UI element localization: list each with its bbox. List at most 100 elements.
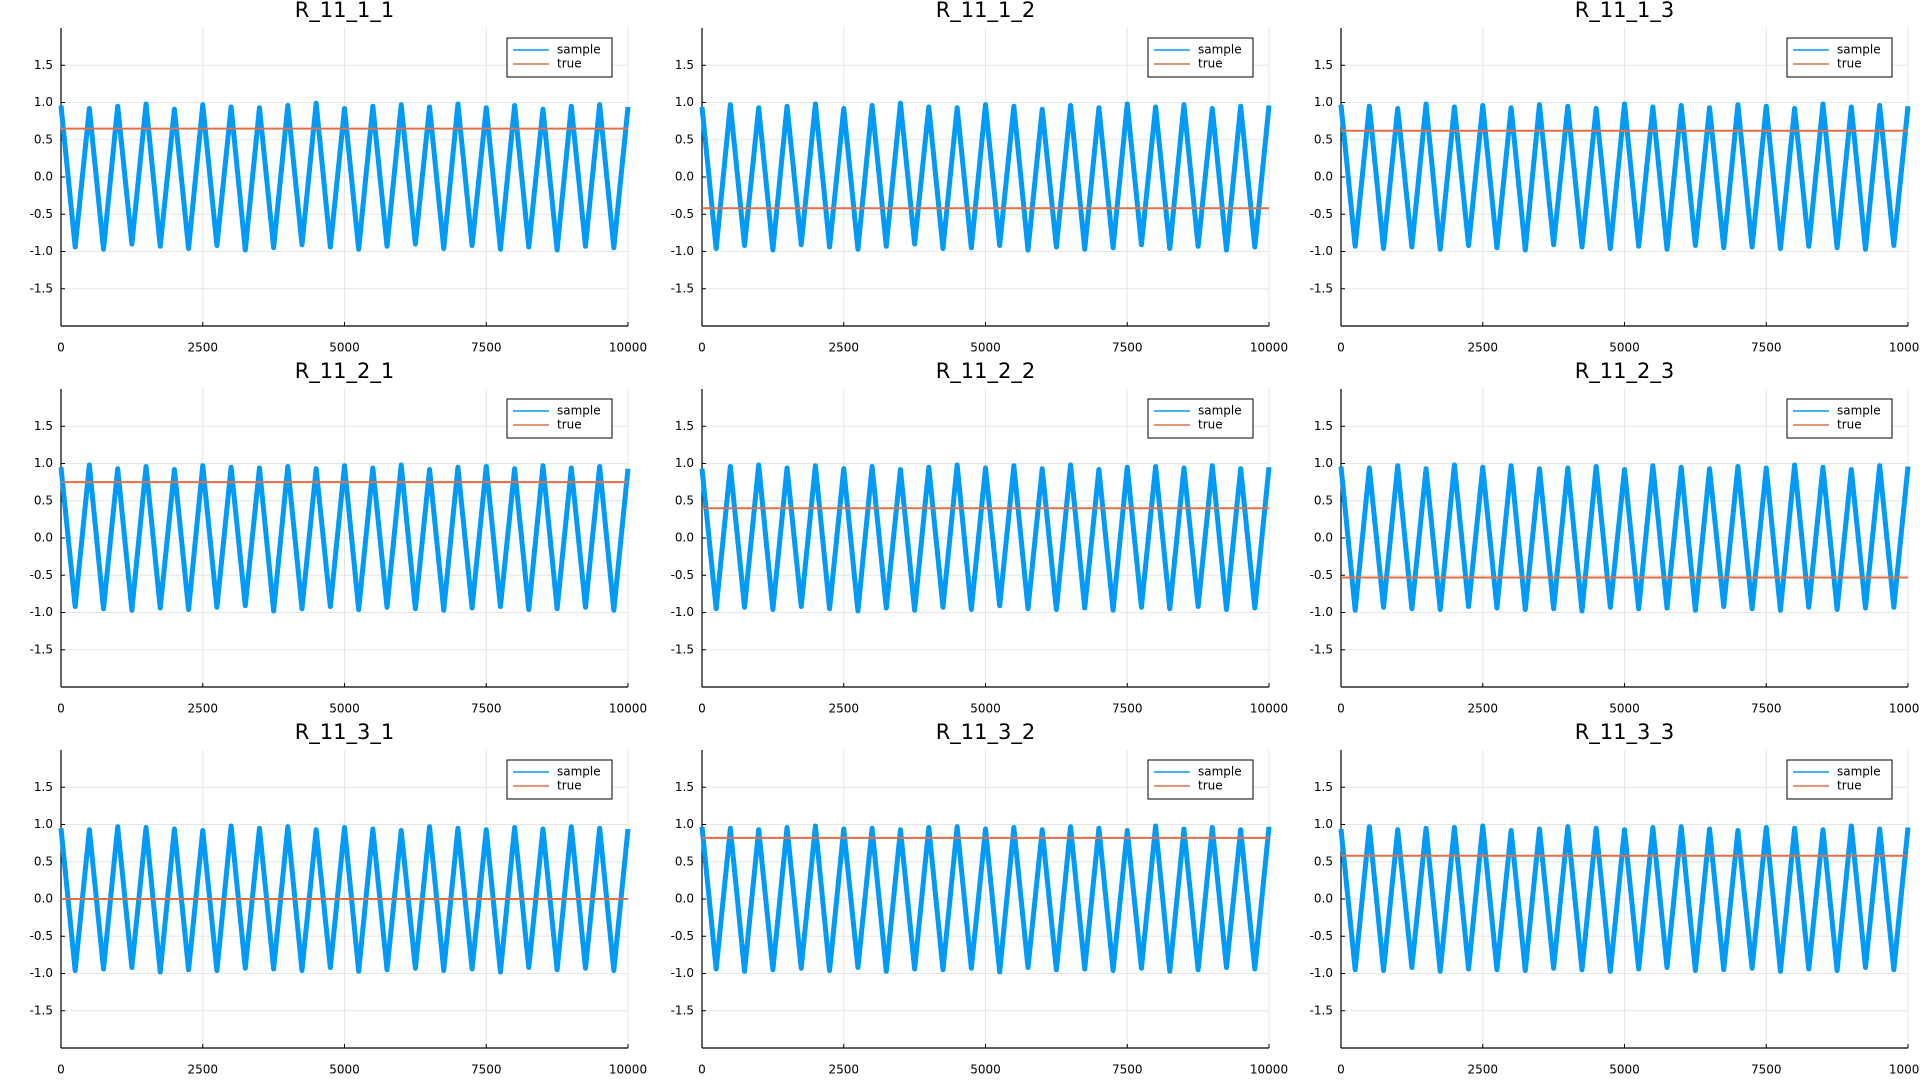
x-tick-label: 5000 <box>970 341 1001 355</box>
x-tick-label: 7500 <box>1751 341 1782 355</box>
legend-label: true <box>557 779 582 793</box>
legend-label: sample <box>557 404 601 418</box>
legend-label: sample <box>1837 765 1881 779</box>
legend-box <box>1786 37 1893 78</box>
chart-title: R_11_1_1 <box>295 0 395 23</box>
y-tick-label: 0.0 <box>1314 170 1333 184</box>
subplot: R_11_3_2 -1.5 -1.0 -0.5 0.0 0.5 1.0 1.5 0 2500 500… <box>671 720 1289 1077</box>
series-line <box>1338 823 1911 974</box>
y-tick-label: 0.0 <box>1314 531 1333 545</box>
x-tick-label: 5000 <box>970 702 1001 716</box>
y-tick-label: -1.0 <box>1310 244 1333 258</box>
legend-label: sample <box>1837 43 1881 57</box>
y-tick-label: -1.0 <box>671 966 694 980</box>
legend-label: sample <box>1198 43 1242 57</box>
x-tick-label: 7500 <box>471 1063 502 1077</box>
x-tick-label: 2500 <box>187 702 218 716</box>
x-tick-label: 5000 <box>1609 341 1640 355</box>
y-tick-label: 1.0 <box>675 456 694 470</box>
series-line <box>699 462 1272 614</box>
x-tick-label: 10000 <box>1250 341 1288 355</box>
legend-label: sample <box>1198 404 1242 418</box>
x-tick-label: 10000 <box>1250 702 1288 716</box>
y-tick-label: -1.0 <box>30 244 53 258</box>
x-tick-label: 10000 <box>1250 1063 1288 1077</box>
x-tick-label: 7500 <box>471 702 502 716</box>
y-tick-label: 0.5 <box>34 493 53 507</box>
legend-label: true <box>1837 418 1862 432</box>
legend-label: sample <box>557 43 601 57</box>
x-tick-label: 5000 <box>970 1063 1001 1077</box>
y-tick-label: 1.5 <box>675 58 694 72</box>
x-tick-label: 0 <box>1337 341 1345 355</box>
legend-label: sample <box>1198 765 1242 779</box>
y-tick-label: 1.0 <box>34 456 53 470</box>
y-tick-label: -1.5 <box>1310 281 1333 295</box>
x-tick-label: 5000 <box>329 1063 360 1077</box>
y-tick-label: 1.5 <box>1314 780 1333 794</box>
chart-title: R_11_2_3 <box>1575 359 1675 384</box>
x-tick-label: 5000 <box>329 341 360 355</box>
y-tick-label: 0.0 <box>675 170 694 184</box>
legend-box <box>506 759 613 800</box>
subplot: R_11_2_2 -1.5 -1.0 -0.5 0.0 0.5 1.0 1.5 0 2500 500… <box>671 359 1289 716</box>
x-tick-label: 0 <box>1337 1063 1345 1077</box>
x-tick-label: 2500 <box>1467 1063 1498 1077</box>
x-tick-label: 0 <box>1337 702 1345 716</box>
y-tick-label: 1.5 <box>675 780 694 794</box>
y-tick-label: -0.5 <box>1310 929 1333 943</box>
y-tick-label: -1.5 <box>1310 1003 1333 1017</box>
y-tick-label: 0.0 <box>675 531 694 545</box>
legend-label: true <box>1198 779 1223 793</box>
y-tick-label: 1.0 <box>675 95 694 109</box>
y-tick-label: -1.0 <box>671 244 694 258</box>
x-tick-label: 7500 <box>1112 341 1143 355</box>
legend-label: sample <box>557 765 601 779</box>
legend-label: true <box>1837 779 1862 793</box>
x-tick-label: 10000 <box>1889 702 1920 716</box>
subplot: R_11_3_1 -1.5 -1.0 -0.5 0.0 0.5 1.0 1.5 0 2500 500… <box>30 720 648 1077</box>
legend-box <box>1147 37 1254 78</box>
chart-title: R_11_1_3 <box>1575 0 1675 23</box>
x-tick-label: 7500 <box>1751 702 1782 716</box>
legend-box <box>1786 398 1893 439</box>
x-tick-label: 5000 <box>329 702 360 716</box>
y-tick-label: -0.5 <box>1310 207 1333 221</box>
y-tick-label: -0.5 <box>1310 568 1333 582</box>
y-tick-label: -1.0 <box>1310 966 1333 980</box>
x-tick-label: 2500 <box>828 341 859 355</box>
legend-label: true <box>557 57 582 71</box>
subplot: R_11_2_3 -1.5 -1.0 -0.5 0.0 0.5 1.0 1.5 0 2500 500… <box>1310 359 1920 716</box>
chart-title: R_11_3_1 <box>295 720 395 745</box>
x-tick-label: 7500 <box>1112 702 1143 716</box>
y-tick-label: 0.5 <box>675 132 694 146</box>
y-tick-label: 0.5 <box>1314 132 1333 146</box>
y-tick-label: 0.0 <box>34 892 53 906</box>
y-tick-label: 0.0 <box>1314 892 1333 906</box>
y-tick-label: -1.5 <box>30 1003 53 1017</box>
legend-box <box>506 398 613 439</box>
x-tick-label: 10000 <box>609 341 647 355</box>
subplot: R_11_2_1 -1.5 -1.0 -0.5 0.0 0.5 1.0 1.5 0 2500 500… <box>30 359 648 716</box>
y-tick-label: 0.5 <box>34 854 53 868</box>
series-line <box>58 823 631 975</box>
y-tick-label: 1.5 <box>34 58 53 72</box>
y-tick-label: 1.5 <box>675 419 694 433</box>
y-tick-label: 0.0 <box>34 170 53 184</box>
y-tick-label: -1.5 <box>671 281 694 295</box>
x-tick-label: 7500 <box>1112 1063 1143 1077</box>
y-tick-label: 1.0 <box>34 95 53 109</box>
series-line <box>1338 462 1911 614</box>
series-line <box>58 462 631 614</box>
y-tick-label: 1.0 <box>1314 456 1333 470</box>
y-tick-label: 1.5 <box>34 419 53 433</box>
x-tick-label: 0 <box>698 1063 706 1077</box>
y-tick-label: 0.5 <box>675 854 694 868</box>
y-tick-label: -1.5 <box>30 642 53 656</box>
y-tick-label: 1.0 <box>675 817 694 831</box>
y-tick-label: -1.0 <box>30 966 53 980</box>
chart-title: R_11_3_2 <box>936 720 1036 745</box>
legend-box <box>1147 398 1254 439</box>
